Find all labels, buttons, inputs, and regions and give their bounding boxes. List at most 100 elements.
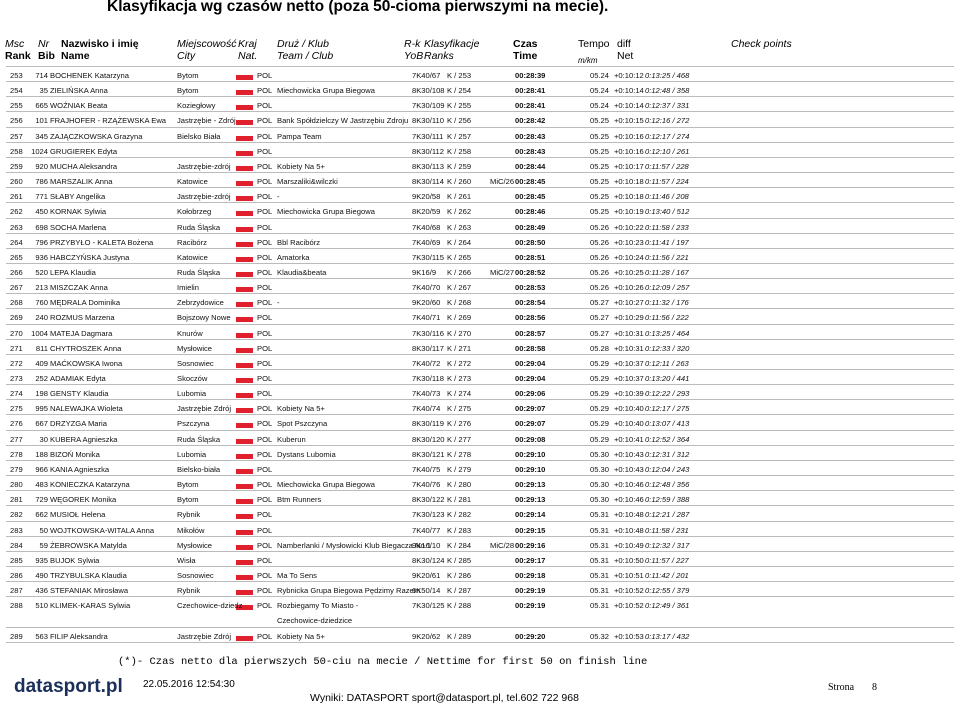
bib: 188 [35, 449, 48, 459]
bib: 483 [35, 480, 48, 490]
ranks: K / 280 [447, 480, 472, 490]
rank: 263 [10, 222, 23, 232]
time: 00:28:57 [515, 328, 546, 338]
ranks: K / 287 [447, 586, 472, 596]
column-header: R-k [404, 38, 421, 50]
rank: 269 [10, 313, 23, 323]
diff: +0:10:48 [614, 510, 644, 520]
nat: POL [257, 555, 273, 565]
rank: 268 [10, 298, 23, 308]
nat: POL [257, 464, 273, 474]
rank: 261 [10, 192, 23, 202]
pace: 05.25 [590, 207, 610, 217]
diff: +0:10:43 [614, 464, 644, 474]
pace: 05.25 [590, 116, 610, 126]
nat: POL [257, 177, 273, 187]
ranks: K / 284 [447, 540, 472, 550]
nat: POL [257, 525, 273, 535]
pace: 05.29 [590, 389, 610, 399]
ranks: K / 272 [447, 358, 472, 368]
rank: 259 [10, 161, 23, 171]
bib: 490 [35, 570, 48, 580]
pace: 05.28 [590, 343, 610, 353]
yob-category: 7K30/116 [412, 328, 444, 338]
name: ŻEBROWSKA Matylda [50, 540, 127, 550]
ranks: K / 279 [447, 464, 472, 474]
net-time: 0:12:10 / 261 [645, 146, 690, 156]
name: FRAJHOFER - RZĄŻEWSKA Ewa [50, 116, 167, 126]
net-time: 0:12:31 / 312 [645, 449, 690, 459]
row-separator [6, 596, 954, 598]
yob-category: 9K20/58 [412, 192, 441, 202]
bib: 50 [39, 525, 48, 535]
flag [236, 207, 253, 217]
flag [236, 283, 253, 293]
diff: +0:10:53 [614, 631, 644, 641]
row-separator [6, 66, 954, 67]
bib: 1004 [31, 328, 48, 338]
row-separator [6, 278, 954, 280]
time: 00:29:18 [515, 570, 546, 580]
row-separator [6, 247, 954, 249]
flag [236, 252, 253, 262]
name: MATEJA Dagmara [50, 328, 113, 338]
row-separator [6, 475, 954, 477]
flag [236, 464, 253, 474]
club: Miechowicka Grupa Biegowa [277, 207, 375, 217]
name: ZIELIŃSKA Anna [50, 86, 108, 96]
rank: 256 [10, 116, 23, 126]
bib: 213 [35, 283, 48, 293]
column-header: Kraj [238, 38, 257, 50]
page-label: Strona [828, 682, 855, 693]
name: TRZYBULSKA Klaudia [50, 570, 127, 580]
nat: POL [257, 116, 273, 126]
yob-category: 6K50/14 [412, 586, 441, 596]
diff: +0:10:52 [614, 601, 644, 611]
flag [236, 101, 253, 111]
rank: 271 [10, 343, 23, 353]
club: Dystans Lubomia [277, 449, 336, 459]
city: Bytom [177, 86, 199, 96]
city: Lubomia [177, 449, 207, 459]
row-separator [6, 520, 954, 522]
flag [236, 525, 253, 535]
brand-logo: datasport.pl [14, 676, 123, 697]
diff: +0:10:39 [614, 389, 644, 399]
rank: 284 [10, 540, 23, 550]
time: 00:29:14 [515, 510, 546, 520]
name: KUBERA Agnieszka [50, 434, 118, 444]
yob-category: 8K30/122 [412, 495, 445, 505]
ranks: K / 288 [447, 601, 472, 611]
diff: +0:10:48 [614, 525, 644, 535]
nat: POL [257, 434, 273, 444]
club: Kuberun [277, 434, 306, 444]
row-separator [6, 202, 954, 204]
nat: POL [257, 495, 273, 505]
ranks: K / 255 [447, 101, 472, 111]
bib: 729 [35, 495, 48, 505]
time: 00:29:10 [515, 449, 546, 459]
club: Kobiety Na 5+ [277, 161, 325, 171]
time: 00:29:20 [515, 631, 546, 641]
pace: 05.26 [590, 237, 610, 247]
net-time: 0:12:48 / 358 [645, 86, 690, 96]
yob-category: 7K40/74 [412, 404, 441, 414]
bib: 786 [35, 177, 48, 187]
club: Klaudia&beata [277, 267, 327, 277]
name: HABCZYŃSKA Justyna [50, 252, 130, 262]
yob-category: 7K40/68 [412, 222, 441, 232]
ranks: K / 269 [447, 313, 472, 323]
pace: 05.30 [590, 449, 610, 459]
time: 00:28:49 [515, 222, 546, 232]
pace: 05.31 [590, 586, 610, 596]
city: Zebrzydowice [177, 298, 224, 308]
diff: +0:10:40 [614, 419, 644, 429]
time: 00:29:19 [515, 601, 546, 611]
rank: 280 [10, 480, 23, 490]
bib: 995 [35, 404, 48, 414]
nat: POL [257, 449, 273, 459]
diff: +0:10:29 [614, 313, 644, 323]
nat: POL [257, 283, 273, 293]
row-separator [6, 81, 954, 83]
net-time: 0:11:42 / 201 [645, 570, 689, 580]
